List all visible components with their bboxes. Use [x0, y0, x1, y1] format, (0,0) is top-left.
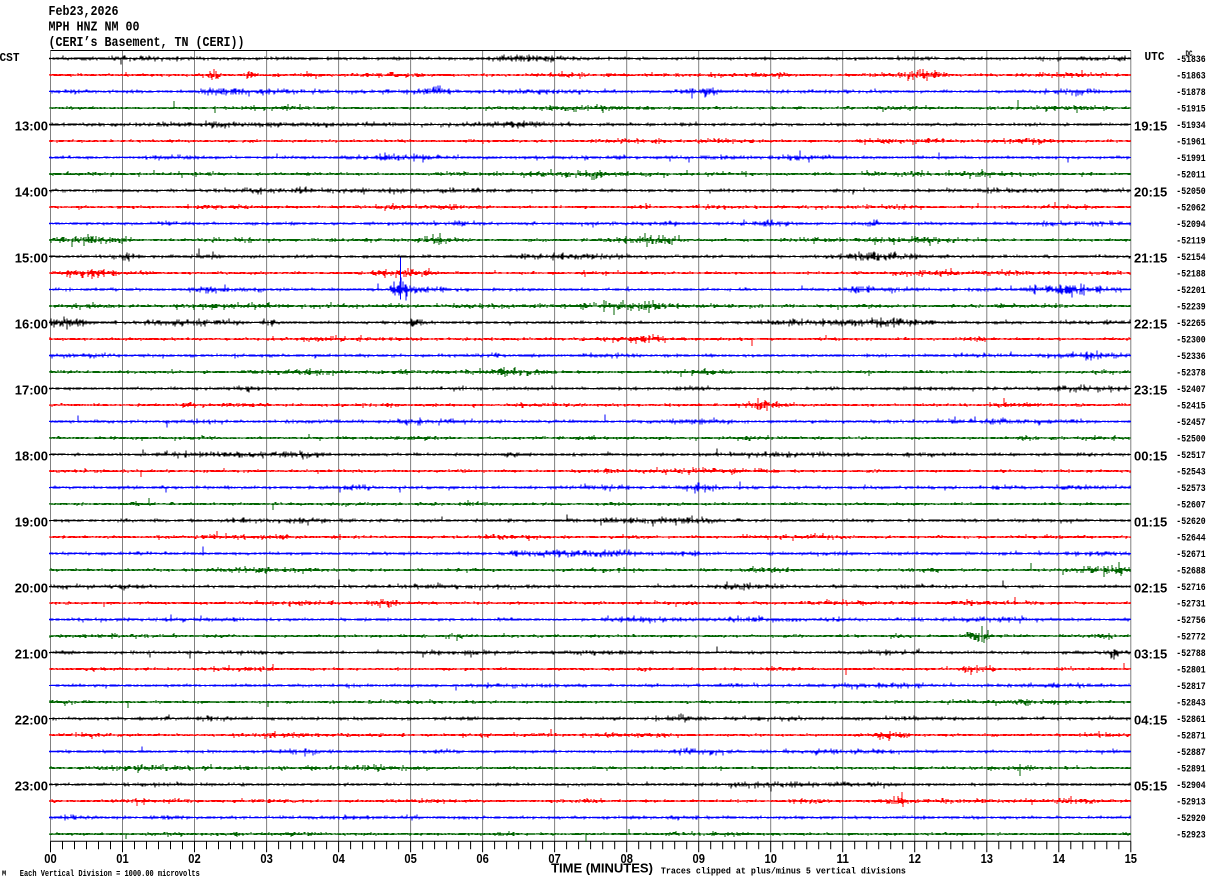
svg-text:-52817: -52817	[1176, 682, 1205, 693]
svg-text:-51991: -51991	[1176, 154, 1205, 165]
svg-text:02:15: 02:15	[1134, 580, 1167, 595]
svg-text:00:15: 00:15	[1134, 448, 1167, 463]
svg-text:-52239: -52239	[1176, 302, 1205, 313]
svg-text:-52336: -52336	[1176, 352, 1205, 363]
svg-text:04:15: 04:15	[1134, 712, 1167, 727]
svg-text:18:00: 18:00	[15, 448, 48, 463]
svg-text:TIME (MINUTES): TIME (MINUTES)	[551, 860, 653, 875]
svg-text:-52500: -52500	[1176, 434, 1205, 445]
svg-text:-52861: -52861	[1176, 715, 1205, 726]
svg-text:Each Vertical Division = 1000.: Each Vertical Division = 1000.00 microvo…	[20, 869, 200, 879]
svg-text:-52050: -52050	[1176, 187, 1205, 198]
svg-text:21:00: 21:00	[15, 646, 48, 661]
svg-text:-52457: -52457	[1176, 418, 1205, 429]
svg-text:M: M	[2, 871, 6, 879]
svg-text:-52407: -52407	[1176, 385, 1205, 396]
svg-text:17:00: 17:00	[15, 382, 48, 397]
svg-text:14:00: 14:00	[15, 184, 48, 199]
svg-text:06: 06	[476, 851, 488, 866]
svg-text:22:15: 22:15	[1134, 316, 1167, 331]
svg-text:19:00: 19:00	[15, 514, 48, 529]
svg-text:-52201: -52201	[1176, 286, 1205, 297]
svg-text:-52731: -52731	[1176, 599, 1205, 610]
svg-text:-52620: -52620	[1176, 517, 1205, 528]
svg-text:15: 15	[1125, 851, 1137, 866]
svg-text:-52119: -52119	[1176, 236, 1205, 247]
svg-text:13:00: 13:00	[15, 118, 48, 133]
svg-text:09: 09	[693, 851, 705, 866]
svg-text:22:00: 22:00	[15, 712, 48, 727]
svg-text:20:15: 20:15	[1134, 184, 1167, 199]
svg-text:15:00: 15:00	[15, 250, 48, 265]
svg-text:04: 04	[332, 851, 345, 866]
svg-text:Traces clipped at plus/minus 5: Traces clipped at plus/minus 5 vertical …	[661, 866, 906, 876]
svg-text:14: 14	[1053, 851, 1066, 866]
svg-text:-52644: -52644	[1176, 533, 1205, 544]
svg-text:-52772: -52772	[1176, 632, 1205, 643]
svg-text:08: 08	[621, 851, 633, 866]
svg-text:-52920: -52920	[1176, 814, 1205, 825]
svg-text:-51863: -51863	[1176, 71, 1205, 82]
svg-text:19:15: 19:15	[1134, 118, 1167, 133]
svg-text:-52923: -52923	[1176, 830, 1205, 841]
svg-text:-52716: -52716	[1176, 583, 1205, 594]
svg-text:-51961: -51961	[1176, 137, 1205, 148]
svg-text:-52871: -52871	[1176, 731, 1205, 742]
svg-text:-52265: -52265	[1176, 319, 1205, 330]
svg-text:01:15: 01:15	[1134, 514, 1167, 529]
svg-text:-52756: -52756	[1176, 616, 1205, 627]
svg-text:03:15: 03:15	[1134, 646, 1167, 661]
svg-text:-52415: -52415	[1176, 401, 1205, 412]
svg-text:-51915: -51915	[1176, 104, 1205, 115]
svg-text:UTC: UTC	[1145, 50, 1165, 64]
svg-text:10: 10	[765, 851, 777, 866]
svg-text:-52094: -52094	[1176, 220, 1205, 231]
svg-text:(CERI’s Basement, TN (CERI)): (CERI’s Basement, TN (CERI))	[49, 35, 245, 51]
svg-text:12: 12	[909, 851, 921, 866]
svg-text:CST: CST	[0, 51, 20, 65]
svg-text:13: 13	[981, 851, 993, 866]
svg-text:-52843: -52843	[1176, 698, 1205, 709]
svg-text:-52801: -52801	[1176, 665, 1205, 676]
svg-text:-52154: -52154	[1176, 253, 1205, 264]
svg-text:16:00: 16:00	[15, 316, 48, 331]
svg-text:-52607: -52607	[1176, 500, 1205, 511]
svg-text:00: 00	[44, 851, 56, 866]
svg-text:-52378: -52378	[1176, 368, 1205, 379]
svg-text:11: 11	[837, 851, 849, 866]
svg-text:-52573: -52573	[1176, 484, 1205, 495]
svg-text:DC: DC	[1186, 50, 1193, 59]
svg-text:-51836: -51836	[1176, 55, 1205, 66]
svg-text:23:15: 23:15	[1134, 382, 1167, 397]
svg-text:03: 03	[260, 851, 272, 866]
svg-text:-52671: -52671	[1176, 550, 1205, 561]
svg-text:-52887: -52887	[1176, 748, 1205, 759]
svg-text:20:00: 20:00	[15, 580, 48, 595]
svg-text:07: 07	[548, 851, 560, 866]
svg-text:-52788: -52788	[1176, 649, 1205, 660]
svg-text:-52913: -52913	[1176, 797, 1205, 808]
svg-text:23:00: 23:00	[15, 778, 48, 793]
svg-text:-52011: -52011	[1176, 170, 1205, 181]
svg-text:-51934: -51934	[1176, 121, 1205, 132]
svg-text:-51878: -51878	[1176, 88, 1205, 99]
svg-text:MPH HNZ NM 00: MPH HNZ NM 00	[49, 20, 140, 36]
svg-text:01: 01	[116, 851, 128, 866]
svg-text:-52891: -52891	[1176, 764, 1205, 775]
svg-text:Feb23,2026: Feb23,2026	[49, 4, 119, 20]
svg-text:-52688: -52688	[1176, 566, 1205, 577]
svg-text:21:15: 21:15	[1134, 250, 1167, 265]
svg-text:-52904: -52904	[1176, 781, 1205, 792]
svg-text:05:15: 05:15	[1134, 778, 1167, 793]
svg-text:-52543: -52543	[1176, 467, 1205, 478]
svg-text:-52188: -52188	[1176, 269, 1205, 280]
svg-text:-52517: -52517	[1176, 451, 1205, 462]
svg-text:02: 02	[188, 851, 200, 866]
svg-text:-52062: -52062	[1176, 203, 1205, 214]
svg-text:05: 05	[404, 851, 416, 866]
svg-text:-52300: -52300	[1176, 335, 1205, 346]
